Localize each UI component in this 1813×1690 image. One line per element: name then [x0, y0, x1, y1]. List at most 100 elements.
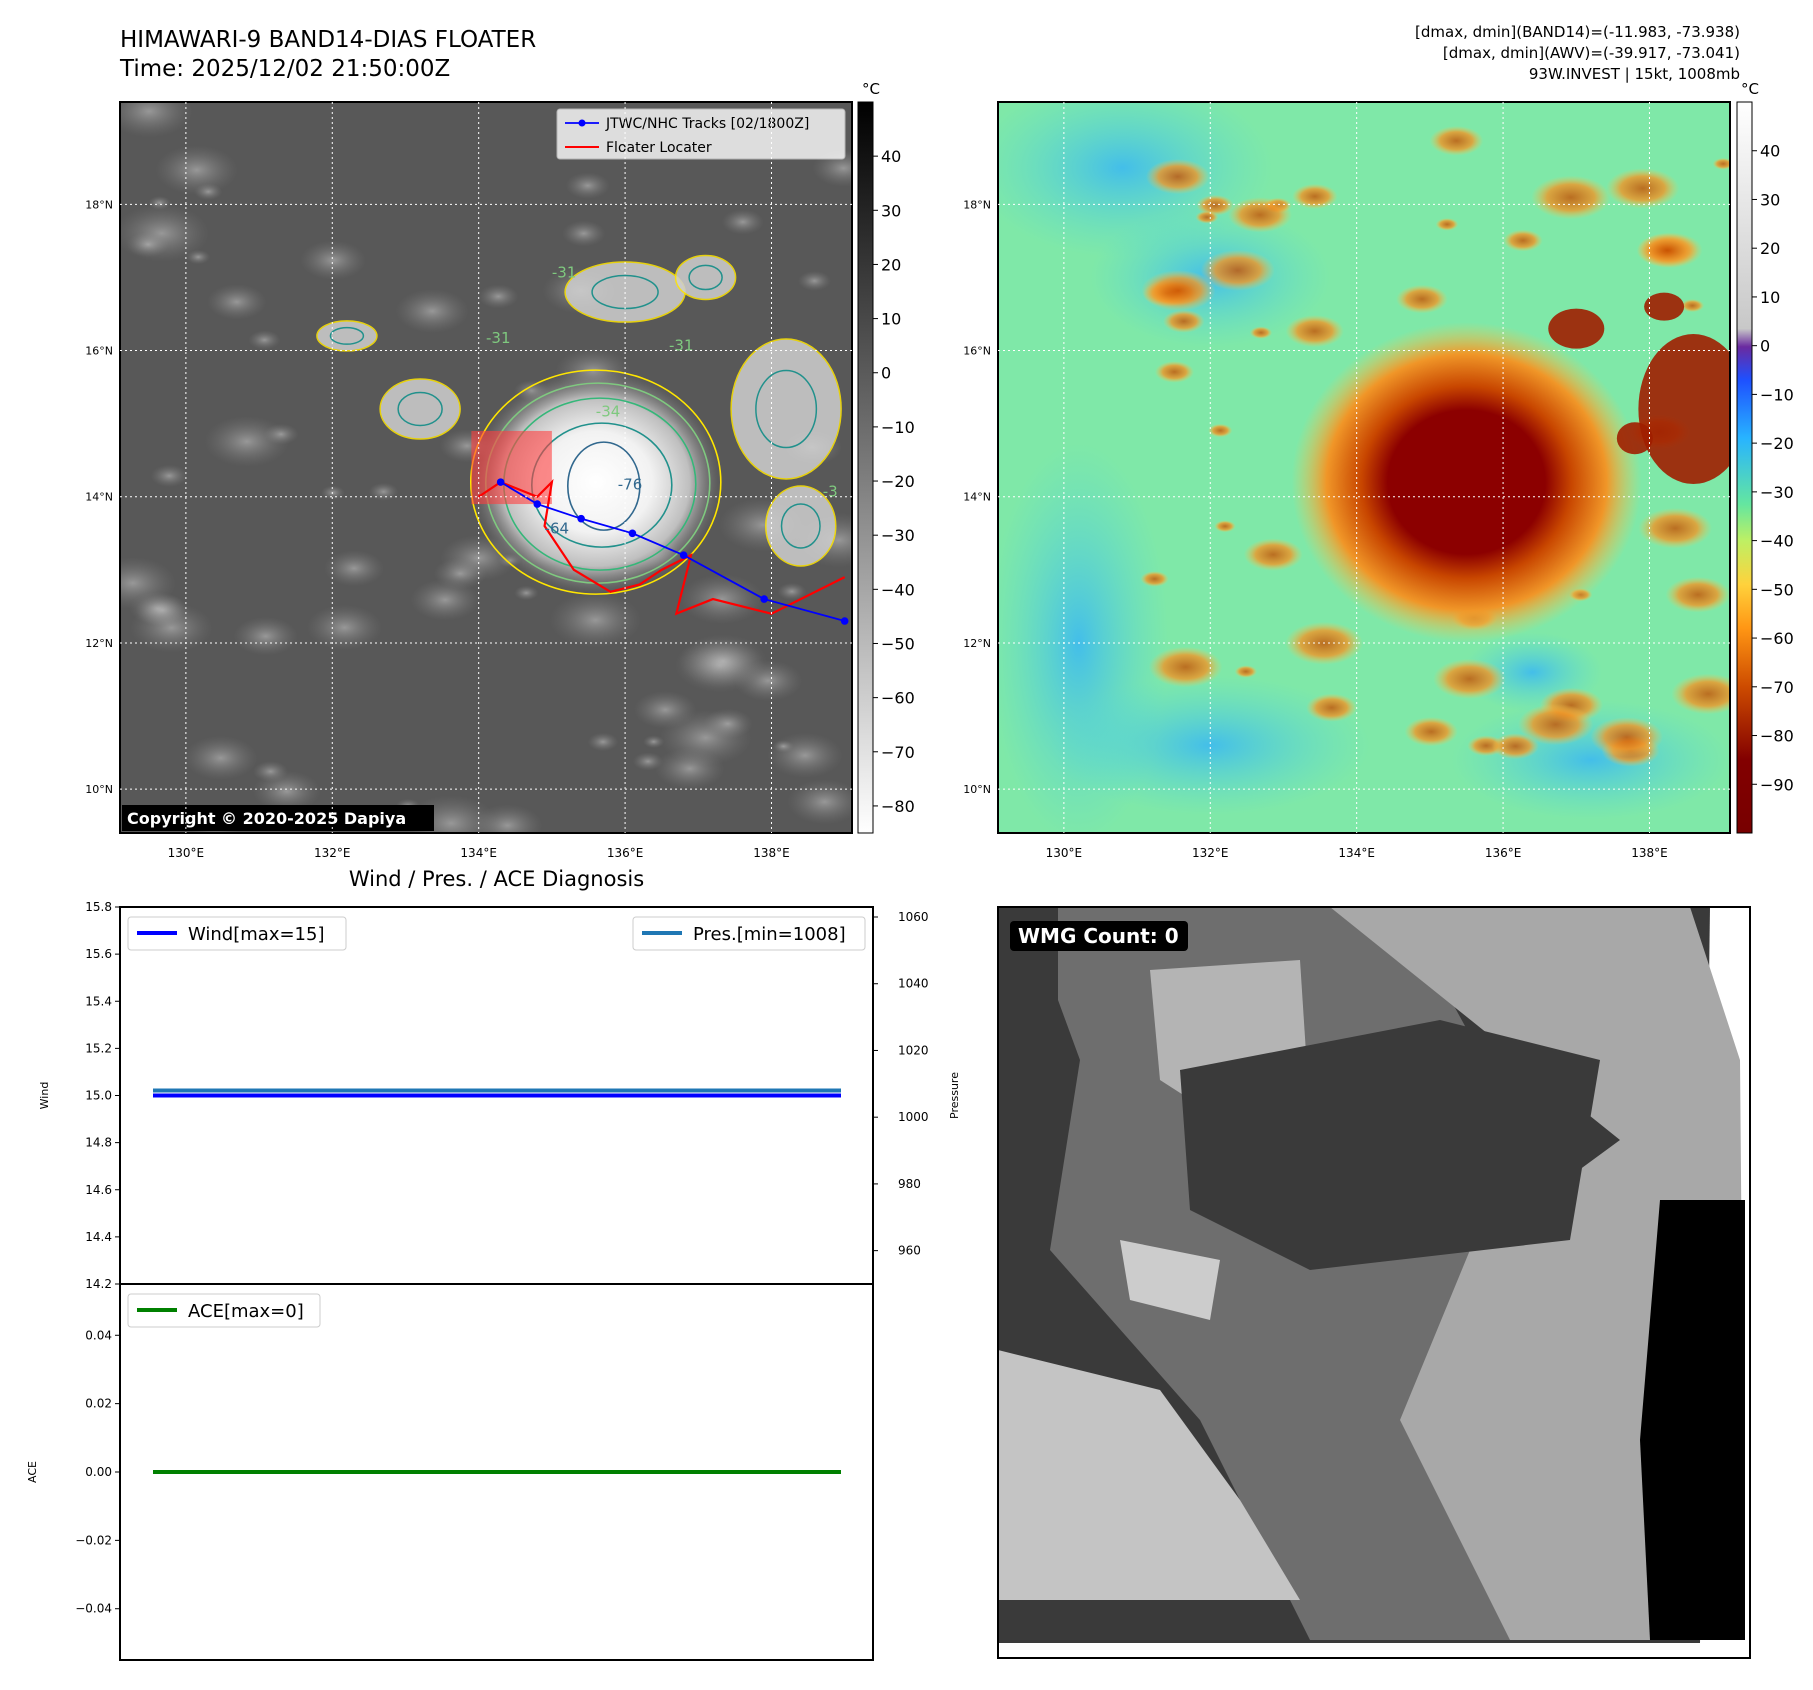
awv-stats: [dmax, dmin](AWV)=(-39.917, -73.041)	[1442, 44, 1740, 62]
awv-moist-band	[1292, 183, 1338, 209]
contour-label: -64	[545, 519, 570, 537]
colorbar-tick-label: −60	[1760, 629, 1794, 648]
ace-legend-label: ACE[max=0]	[188, 1301, 304, 1322]
awv-moist-band	[1285, 315, 1344, 348]
legend-floater-label: Floater Locater	[606, 140, 712, 156]
colorbar-tick-label: −90	[1760, 775, 1794, 794]
awv-moist-band	[1243, 538, 1303, 571]
colorbar-tick-label: 0	[881, 364, 891, 383]
awv-moist-band	[1429, 125, 1484, 156]
awv-dry-area	[1050, 675, 1371, 816]
ir-cloud-band	[194, 183, 223, 201]
ir-cloud-band	[777, 582, 807, 601]
y-tick-label: 15.4	[85, 994, 112, 1008]
awv-frame	[997, 101, 1731, 834]
x-tick-label: 138°E	[1631, 846, 1668, 860]
ir-cloud-band	[643, 735, 665, 749]
ace-axis-label: ACE	[26, 1461, 39, 1483]
ir-contour	[688, 264, 723, 291]
copyright: Copyright © 2020-2025 Dapiya	[127, 809, 406, 828]
awv-moist-band	[1590, 717, 1663, 757]
colorbar-tick-label: −50	[1760, 580, 1794, 599]
wind-axis-label: Wind	[38, 1082, 51, 1110]
wmg-region	[998, 1350, 1300, 1600]
ir-cloud-band	[721, 209, 764, 235]
y-tick-label: 14.2	[85, 1277, 112, 1291]
y-tick-label: 0.04	[85, 1328, 112, 1342]
wmg-count-label: WMG Count: 0	[1018, 924, 1179, 948]
awv-moist-band	[1141, 270, 1216, 312]
wmg-region	[1180, 1020, 1600, 1270]
colorbar-tick-label: 10	[1760, 288, 1780, 307]
ir-contour	[566, 441, 641, 531]
awv-deep-cloud	[1644, 292, 1685, 321]
contour-label: -34	[596, 402, 621, 420]
awv-moist-band	[1148, 646, 1223, 688]
y-tick-label: 16°N	[963, 345, 991, 358]
awv-moist-band	[1249, 326, 1273, 339]
awv-moist-band	[1195, 210, 1219, 224]
ir-frame	[119, 101, 853, 834]
colorbar-tick-label: 40	[881, 147, 901, 166]
ir-cloud-band	[183, 735, 258, 781]
ir-cloud-band	[150, 464, 188, 488]
ir-cloud-band	[320, 485, 345, 500]
legend-track-label: JTWC/NHC Tracks [02/1800Z]	[605, 116, 809, 132]
awv-moist-band	[1396, 284, 1448, 314]
awv-colorbar	[1736, 101, 1753, 834]
colorbar-tick-label: 10	[881, 310, 901, 329]
ir-cloud-cluster	[316, 320, 378, 352]
y-right-tick-label: 960	[898, 1244, 921, 1258]
wind-legend-label: Wind[max=15]	[188, 924, 325, 945]
awv-deep-cloud	[1638, 334, 1730, 484]
colorbar-tick-label: −60	[881, 689, 915, 708]
ace-frame	[119, 1283, 874, 1661]
ir-cloud-band	[323, 550, 385, 587]
colorbar-unit: °C	[862, 80, 880, 98]
awv-moist-band	[1404, 716, 1458, 747]
ir-cloud-band	[633, 690, 697, 729]
colorbar-tick-label: −10	[1760, 385, 1794, 404]
ir-cloud-band	[248, 330, 281, 350]
colorbar-tick-label: −50	[881, 634, 915, 653]
ir-cloud-cluster	[730, 338, 842, 480]
awv-moist-band	[1712, 158, 1730, 170]
y-right-tick-label: 1060	[898, 910, 929, 924]
copyright-box	[122, 805, 434, 831]
awv-moist-band	[1154, 361, 1195, 383]
x-tick-label: 134°E	[1338, 846, 1375, 860]
y-tick-label: 15.6	[85, 947, 112, 961]
awv-moist-band	[1665, 576, 1730, 613]
colorbar-tick-label: −40	[1760, 532, 1794, 551]
awv-moist-band	[1163, 309, 1205, 333]
ir-contour	[755, 369, 818, 449]
ir-cloud-band	[306, 604, 383, 651]
awv-panel: 130°E 132°E 134°E 136°E 138°E 10°N 12°N 14°N 16°…	[963, 80, 1794, 860]
ir-cloud-band	[155, 145, 238, 195]
track-point	[679, 551, 688, 560]
colorbar-tick-label: −20	[1760, 434, 1794, 453]
ir-cloud-band	[478, 284, 519, 309]
awv-moist-band	[1531, 175, 1611, 220]
ir-cloud-band	[565, 172, 610, 199]
ir-cloud-band	[678, 634, 768, 688]
contour-label: -31	[669, 337, 694, 355]
ir-cloud-band	[410, 579, 480, 621]
awv-moist-band	[1214, 520, 1236, 533]
ir-imagery: -76 -64 -34 -31 -31 -31 -3	[120, 102, 852, 833]
wmg-frame	[997, 906, 1751, 1659]
y-tick-label: −0.04	[75, 1602, 112, 1616]
ir-cloud-cluster	[674, 254, 737, 301]
awv-moist-band	[1606, 168, 1680, 209]
colorbar-tick-label: −30	[881, 526, 915, 545]
ir-cloud-band	[787, 779, 852, 825]
wmg-imagery	[998, 907, 1750, 1658]
track-point	[533, 500, 542, 508]
y-tick-label: 14.8	[85, 1136, 112, 1150]
pressure-legend-box	[632, 916, 866, 951]
ir-cloud-band	[767, 732, 843, 778]
x-tick-label: 136°E	[607, 846, 644, 860]
x-tick-label: 138°E	[753, 846, 790, 860]
awv-moist-band	[1234, 665, 1258, 678]
colorbar-tick-label: 20	[1760, 239, 1780, 258]
